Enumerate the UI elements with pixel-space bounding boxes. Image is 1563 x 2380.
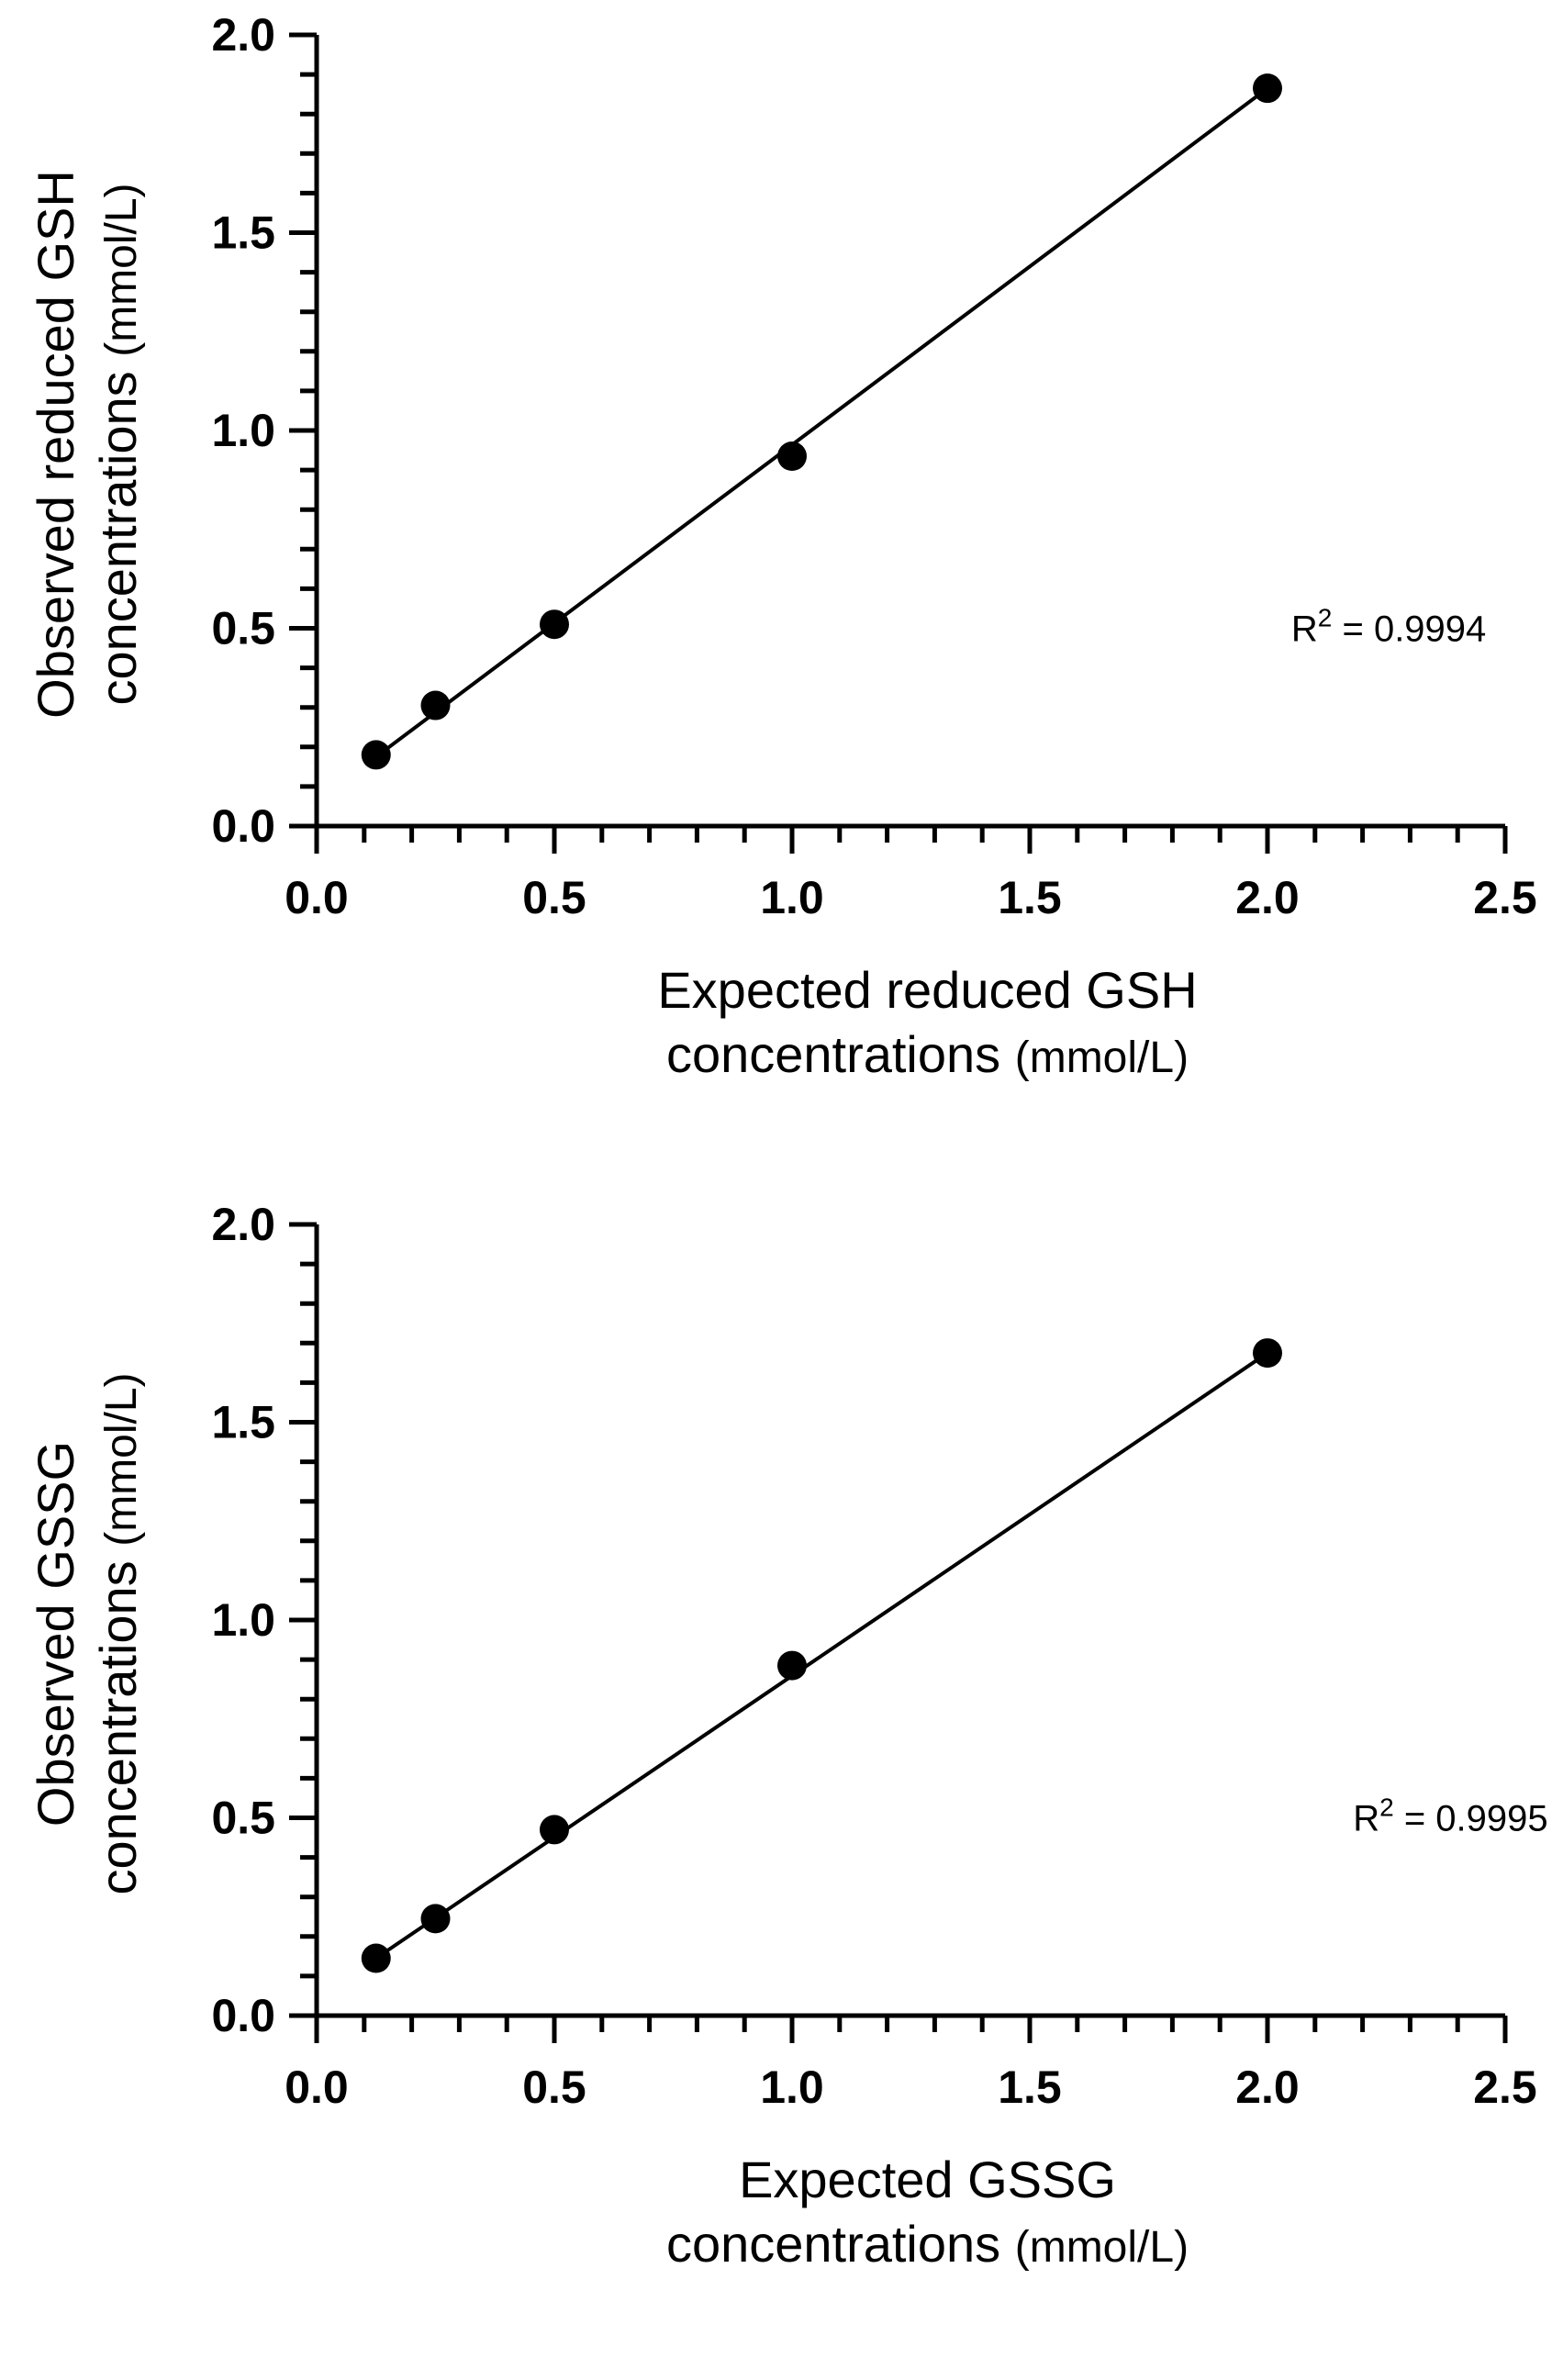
x-axis-unit: (mmol/L) (1015, 2223, 1189, 2272)
x-tick-label: 0.0 (285, 872, 349, 923)
regression-line (374, 86, 1269, 759)
y-tick-label: 0.5 (211, 603, 275, 654)
y-axis-unit: (mmol/L) (97, 1372, 146, 1546)
r-squared-annotation: R2 = 0.9994 (1291, 604, 1486, 650)
x-axis-label-line1: Expected GSSG (739, 2151, 1116, 2208)
x-axis-label-text: concentrations (666, 2215, 1015, 2273)
y-axis-label-line1: Observed reduced GSH (27, 170, 84, 719)
data-point (540, 1815, 569, 1845)
r-squared-exponent: 2 (1318, 604, 1333, 632)
data-point (361, 740, 391, 770)
y-tick-label: 1.0 (211, 1594, 275, 1646)
x-axis-label-line2: concentrations (mmol/L) (666, 1025, 1189, 1083)
x-tick-label: 1.0 (760, 872, 824, 923)
gssg-chart: 0.0 0.5 1.0 1.5 2.0 0.0 0.5 1.0 1.5 2.0 2.5 R2 = 0.… (0, 1190, 1563, 2379)
x-tick-label: 0.5 (522, 2062, 586, 2113)
data-point (1253, 1338, 1282, 1369)
y-tick-label: 1.5 (211, 207, 275, 259)
data-point (361, 1943, 391, 1973)
x-tick-label: 1.5 (998, 872, 1062, 923)
data-point (420, 690, 451, 721)
r-squared-value: = 0.9994 (1332, 609, 1486, 650)
x-tick-label: 0.5 (522, 872, 586, 923)
regression-line (374, 1351, 1269, 1961)
y-axis-label-group: Observed GSSG concentrations (mmol/L) (27, 1372, 147, 1894)
y-axis-label-line2: concentrations (mmol/L) (89, 1372, 147, 1894)
y-tick-label: 0.0 (211, 800, 275, 852)
r-squared-annotation: R2 = 0.9995 (1353, 1793, 1547, 1839)
x-axis-label-line1: Expected reduced GSH (657, 961, 1197, 1019)
r-squared-symbol: R (1291, 609, 1318, 650)
data-point (777, 441, 807, 472)
y-tick-label: 2.0 (211, 9, 275, 61)
x-tick-label: 1.5 (998, 2062, 1062, 2113)
y-tick-label: 1.0 (211, 405, 275, 456)
y-axis-label-group: Observed reduced GSH concentrations (mmol… (27, 170, 147, 719)
x-tick-label: 2.0 (1235, 872, 1300, 923)
data-point (1253, 73, 1282, 104)
y-axis-unit: (mmol/L) (97, 183, 146, 356)
data-point (777, 1650, 807, 1681)
y-axis-label-line2: concentrations (mmol/L) (89, 183, 147, 705)
x-tick-label: 1.0 (760, 2062, 824, 2113)
data-point (420, 1904, 451, 1934)
x-tick-label: 2.5 (1473, 2062, 1537, 2113)
y-tick-label: 1.5 (211, 1397, 275, 1448)
x-axis-label-line2: concentrations (mmol/L) (666, 2215, 1189, 2273)
x-axis-label-text: concentrations (666, 1025, 1015, 1083)
x-tick-label: 2.5 (1473, 872, 1537, 923)
x-tick-label: 0.0 (285, 2062, 349, 2113)
r-squared-value: = 0.9995 (1394, 1799, 1548, 1839)
y-axis-label-text: concentrations (89, 1547, 147, 1895)
y-axis-label-text: concentrations (89, 357, 147, 706)
gsh-chart-svg: 0.0 0.5 1.0 1.5 2.0 0.0 0.5 1.0 1.5 2.0 2.5 R2 = 0.… (27, 9, 1537, 1083)
gssg-chart-svg: 0.0 0.5 1.0 1.5 2.0 0.0 0.5 1.0 1.5 2.0 2.5 R2 = 0.… (27, 1199, 1548, 2273)
data-point (540, 609, 569, 640)
y-axis-label-line1: Observed GSSG (27, 1441, 84, 1827)
r-squared-symbol: R (1353, 1799, 1379, 1839)
y-tick-label: 0.0 (211, 1990, 275, 2041)
r-squared-exponent: 2 (1379, 1793, 1394, 1822)
y-tick-label: 0.5 (211, 1793, 275, 1844)
y-tick-label: 2.0 (211, 1199, 275, 1250)
x-axis-unit: (mmol/L) (1015, 1034, 1189, 1082)
x-tick-label: 2.0 (1235, 2062, 1300, 2113)
gsh-chart: 0.0 0.5 1.0 1.5 2.0 0.0 0.5 1.0 1.5 2.0 2.5 R2 = 0.… (27, 9, 1537, 1083)
